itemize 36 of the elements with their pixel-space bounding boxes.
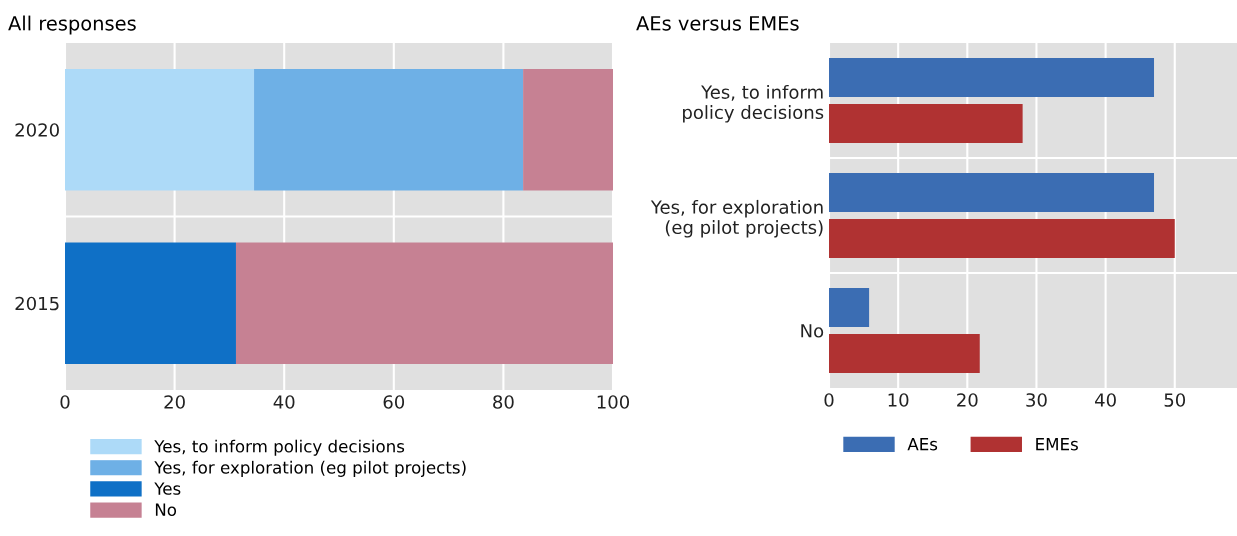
y-tick-label: 2015 [15,296,59,311]
x-tick-label: 60 [383,395,405,409]
x-tick-label: 80 [493,395,514,409]
y-tick-label: Yes, to inform policy decisions [683,84,824,123]
bar [829,218,1175,259]
x-tick-label: 10 [888,393,909,407]
legend-label: No [155,503,177,516]
bar [523,69,613,191]
x-tick-label: 0 [60,395,70,409]
bar [65,242,236,364]
x-tick-label: 20 [164,395,185,409]
y-tick-label: No [801,324,824,338]
legend-label: AEs [907,438,938,451]
chart-title: All responses [8,15,136,35]
bar [829,287,870,328]
bar [235,242,613,364]
x-tick-label: 40 [273,395,295,409]
x-tick-label: 40 [1095,393,1116,407]
bar [65,69,255,191]
bar [829,103,1023,144]
x-tick-label: 0 [824,393,834,407]
x-tick-label: 100 [597,395,630,409]
bar [829,172,1155,213]
bar [254,69,524,191]
bar [829,333,980,374]
y-tick-label: 2020 [15,123,59,137]
bar [829,57,1155,98]
legend-label: EMEs [1036,438,1078,451]
y-tick-label: Yes, for exploration (eg pilot projects) [650,199,823,238]
x-tick-label: 20 [957,393,978,407]
x-tick-label: 50 [1164,393,1186,407]
legend-label: Yes, for exploration (eg pilot projects) [154,460,466,477]
chart-title: AEs versus EMEs [636,16,799,31]
legend-label: Yes [154,482,181,495]
x-tick-label: 30 [1026,393,1047,407]
legend-label: Yes, to inform policy decisions [154,439,405,456]
